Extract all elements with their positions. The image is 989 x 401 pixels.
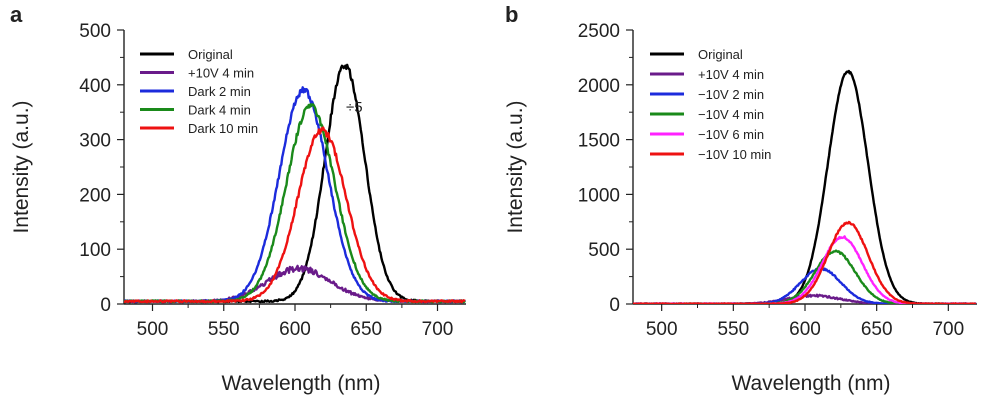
legend-label: Dark 2 min — [188, 84, 251, 99]
series-line-5 — [633, 220, 977, 304]
x-axis-title: Wavelength (nm) — [221, 372, 380, 395]
y-tick-label: 1000 — [578, 185, 620, 206]
panel-b: b 500 550 600 650 700 0 500 1000 1500 2000 2500 Wave… — [504, 2, 977, 395]
legend-label: −10V 4 min — [698, 107, 764, 122]
y-tick-label: 2000 — [578, 76, 620, 97]
legend-label: −10V 10 min — [698, 147, 771, 162]
y-tick-label: 0 — [100, 295, 111, 316]
y-tick-label: 2500 — [578, 21, 620, 42]
x-tick-label: 500 — [137, 319, 169, 340]
legend-label: −10V 6 min — [698, 127, 764, 142]
series-line-3 — [124, 103, 466, 304]
x-tick-label: 500 — [646, 319, 678, 340]
legend-label: Original — [188, 47, 233, 62]
legend-label: Dark 4 min — [188, 103, 251, 118]
y-tick-label: 0 — [609, 295, 620, 316]
y-tick-label: 100 — [79, 240, 111, 261]
series-group — [633, 69, 977, 304]
y-tick-label: 200 — [79, 185, 111, 206]
x-tick-label: 650 — [350, 319, 382, 340]
legend: Original +10V 4 min −10V 2 min −10V 4 min −1… — [650, 47, 771, 162]
series-line-0 — [124, 63, 466, 304]
series-line-1 — [124, 264, 466, 304]
legend: Original +10V 4 min Dark 2 min Dark 4 min Da… — [140, 47, 258, 136]
series-line-4 — [124, 126, 466, 304]
series-group — [124, 63, 466, 304]
legend-label: +10V 4 min — [698, 67, 764, 82]
legend-label: +10V 4 min — [188, 66, 254, 81]
x-tick-label: 550 — [208, 319, 240, 340]
x-tick-label: 650 — [861, 319, 893, 340]
y-tick-label: 1500 — [578, 131, 620, 152]
x-axis-title: Wavelength (nm) — [731, 372, 890, 395]
y-tick-label: 300 — [79, 131, 111, 152]
x-tick-label: 700 — [422, 319, 454, 340]
panel-a: a 500 550 600 650 700 0 100 200 300 400 500 Waveleng… — [10, 2, 466, 395]
annotation-label: ÷5 — [346, 99, 363, 116]
x-tick-label: 550 — [717, 319, 749, 340]
legend-label: Dark 10 min — [188, 121, 258, 136]
x-tick-label: 600 — [279, 319, 311, 340]
y-tick-label: 400 — [79, 76, 111, 97]
legend-label: −10V 2 min — [698, 87, 764, 102]
x-tick-label: 600 — [789, 319, 821, 340]
series-line-4 — [633, 235, 977, 304]
series-line-0 — [633, 69, 977, 304]
y-axis-title: Intensity (a.u.) — [504, 100, 527, 233]
y-tick-label: 500 — [79, 21, 111, 42]
x-tick-label: 700 — [932, 319, 964, 340]
legend-label: Original — [698, 47, 743, 62]
panel-letter: b — [505, 2, 518, 27]
y-tick-label: 500 — [588, 240, 620, 261]
y-axis-title: Intensity (a.u.) — [10, 100, 33, 233]
panel-letter: a — [10, 2, 23, 27]
